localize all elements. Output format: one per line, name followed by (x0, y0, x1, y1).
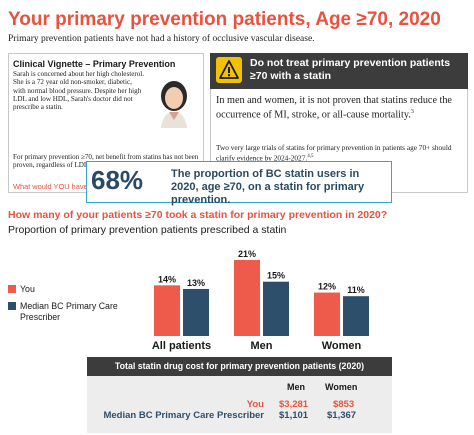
warning-banner: Do not treat primary prevention patients… (210, 53, 468, 89)
page-subtitle: Primary prevention patients have not had… (8, 34, 315, 44)
cost-cell-median-men: $1,101 (279, 410, 309, 421)
bar-label-you-men: 21% (238, 249, 256, 259)
warning-main-text: In men and women, it is not proven that … (216, 95, 452, 120)
category-label-women: Women (322, 340, 362, 352)
cost-column-women: Women (325, 382, 358, 392)
clinical-vignette-panel: Clinical Vignette – Primary Prevention S… (8, 53, 204, 193)
cost-row-label-you: You (246, 399, 264, 410)
bar-median-men (263, 281, 289, 336)
chart-title: Proportion of primary prevention patient… (8, 224, 287, 236)
bar-label-you-all-patients: 14% (158, 274, 176, 284)
vignette-title: Clinical Vignette – Primary Prevention (13, 59, 176, 69)
statin-proportion-bar-chart: 14% 13% All patients 21% 15% Men 12% 11% Women (152, 249, 369, 352)
bar-label-median-men: 15% (267, 271, 285, 281)
bar-you-men (234, 260, 260, 336)
bar-median-all-patients (183, 288, 209, 336)
bar-you-all-patients (154, 285, 180, 336)
bar-label-median-all-patients: 13% (187, 278, 205, 288)
bar-median-women (343, 296, 369, 336)
cost-table-title: Total statin drug cost for primary preve… (87, 357, 392, 376)
legend-swatch-median (8, 302, 16, 310)
statistic-text: The proportion of BC statin users in 202… (171, 168, 365, 206)
bar-label-you-women: 12% (318, 282, 336, 292)
statistic-number: 68% (91, 165, 144, 195)
page-title: Your primary prevention patients, Age ≥7… (8, 9, 441, 30)
bar-you-women (314, 292, 340, 336)
patient-portrait-icon (161, 81, 187, 128)
cost-cell-median-women: $1,367 (327, 410, 357, 421)
cost-row-label-median: Median BC Primary Care Prescriber (103, 410, 264, 421)
bar-label-median-women: 11% (347, 285, 365, 295)
category-label-all-patients: All patients (152, 340, 211, 352)
cost-table: Men Women You $3,281 $853 Median BC Prim… (87, 376, 392, 433)
legend-swatch-you (8, 285, 16, 293)
legend-label-you: You (20, 284, 35, 294)
category-label-men: Men (251, 340, 273, 352)
warning-icon (216, 57, 242, 83)
warning-small-text: Two very large trials of statins for pri… (216, 143, 452, 163)
vignette-conclusion: For primary prevention ≥70, net benefit … (13, 153, 199, 170)
vignette-text: Sarah is concerned about her high choles… (13, 70, 144, 112)
vignette-question: What would YOU have done? (13, 182, 111, 191)
cost-cell-you-men: $3,281 (279, 399, 309, 410)
warning-heading: Do not treat primary prevention patients… (250, 57, 451, 82)
statistic-callout: 68% The proportion of BC statin users in… (86, 161, 392, 206)
legend-label-median: Median BC Primary Care Prescriber (20, 301, 118, 322)
cost-column-men: Men (287, 382, 305, 392)
cost-cell-you-women: $853 (333, 399, 355, 410)
chart-question: How many of your patients ≥70 took a sta… (8, 209, 388, 221)
